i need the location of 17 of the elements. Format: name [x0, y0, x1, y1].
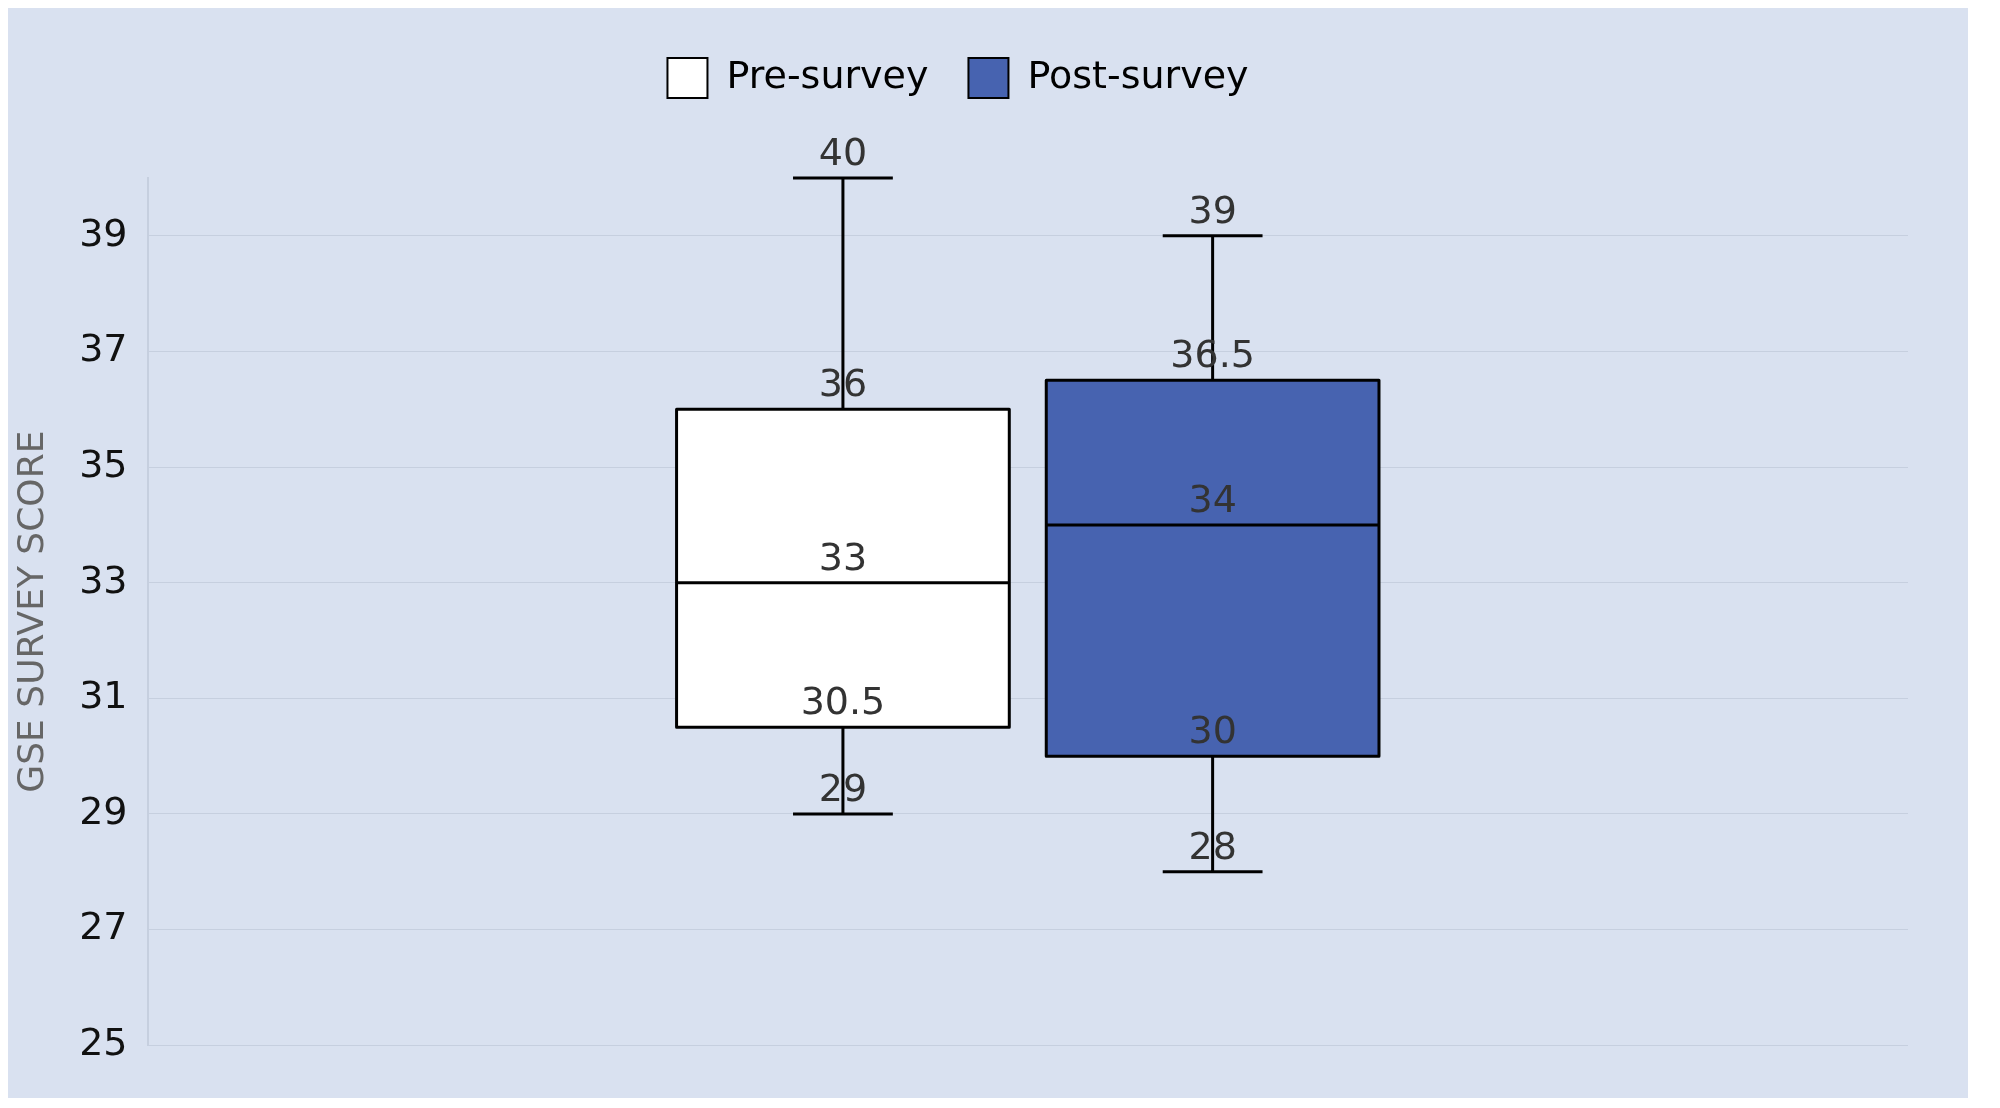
y-tick-label: 39 [79, 210, 128, 255]
legend-label: Pre-survey [726, 52, 929, 97]
y-tick-label: 25 [79, 1020, 128, 1065]
y-tick-label: 31 [79, 673, 128, 718]
annotation: 30.5 [800, 679, 886, 724]
y-tick-label: 27 [79, 904, 128, 949]
y-tick-label: 29 [79, 788, 128, 833]
annotation: 39 [1188, 187, 1237, 232]
legend-label: Post-survey [1027, 52, 1249, 97]
annotation: 34 [1188, 476, 1237, 521]
y-tick-label: 33 [79, 557, 128, 602]
annotation: 40 [818, 129, 868, 174]
annotation: 30 [1188, 708, 1237, 753]
y-tick-label: 37 [79, 326, 128, 371]
y-tick-label: 35 [79, 441, 128, 486]
y-axis-title: GSE SURVEY SCORE [9, 430, 51, 793]
annotation: 33 [818, 534, 868, 579]
